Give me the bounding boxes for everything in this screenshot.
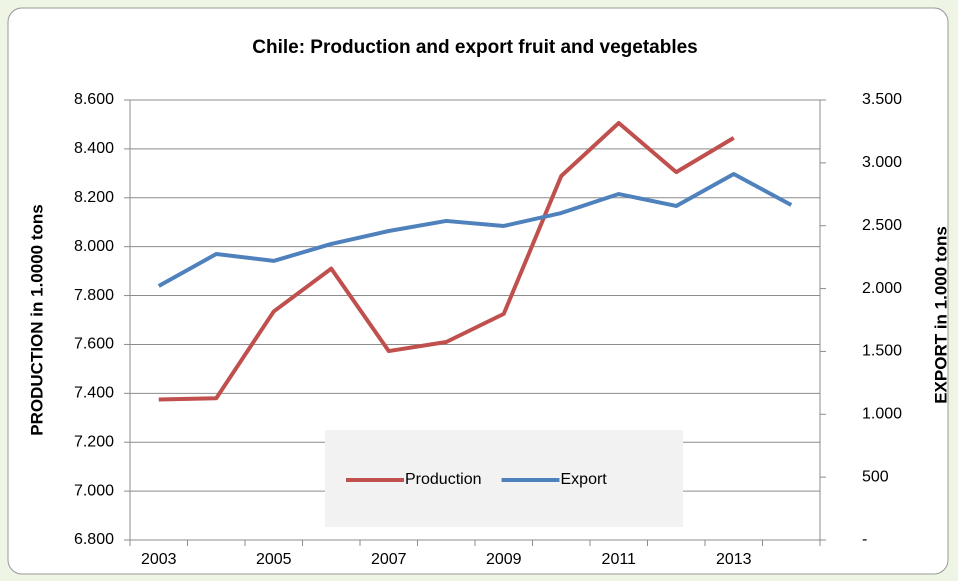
x-tick-label: 2011 [602, 551, 637, 568]
x-tick-label: 2003 [141, 551, 177, 568]
y-tick-label: 6.800 [74, 531, 114, 548]
series-line [158, 120, 735, 402]
x-tick-label: 2007 [371, 551, 407, 568]
x-tick-label: 2013 [716, 551, 752, 568]
x-tick-label: 2009 [486, 551, 522, 568]
chart-title: Chile: Production and export fruit and v… [252, 37, 698, 58]
y2-tick-label: 500 [862, 468, 889, 485]
y-tick-label: 8.400 [74, 140, 114, 157]
y-tick-label: 8.000 [74, 238, 114, 255]
y2-axis-label: EXPORT in 1.000 tons [931, 226, 950, 404]
x-tick-label: 2005 [256, 551, 292, 568]
y2-tick-label: 2.000 [862, 280, 902, 297]
series-line [157, 172, 793, 288]
y-tick-label: 7.600 [74, 336, 114, 353]
y2-tick-label: 2.500 [862, 217, 902, 234]
y-tick-label: 7.400 [74, 385, 114, 402]
y-axis-label: PRODUCTION in 1.0000 tons [27, 204, 46, 435]
legend-label: Production [405, 471, 482, 488]
y-tick-label: 8.200 [74, 189, 114, 206]
y-tick-label: 7.000 [74, 482, 114, 499]
y-tick-label: 8.600 [74, 91, 114, 108]
y2-tick-label: 3.500 [862, 91, 902, 108]
y2-tick-label: 1.000 [862, 406, 902, 423]
y-tick-label: 7.800 [74, 287, 114, 304]
y2-tick-label: - [862, 531, 867, 548]
legend-label: Export [561, 471, 608, 488]
y-tick-label: 7.200 [74, 433, 114, 450]
y2-tick-label: 3.000 [862, 154, 902, 171]
y2-tick-label: 1.500 [862, 343, 902, 360]
